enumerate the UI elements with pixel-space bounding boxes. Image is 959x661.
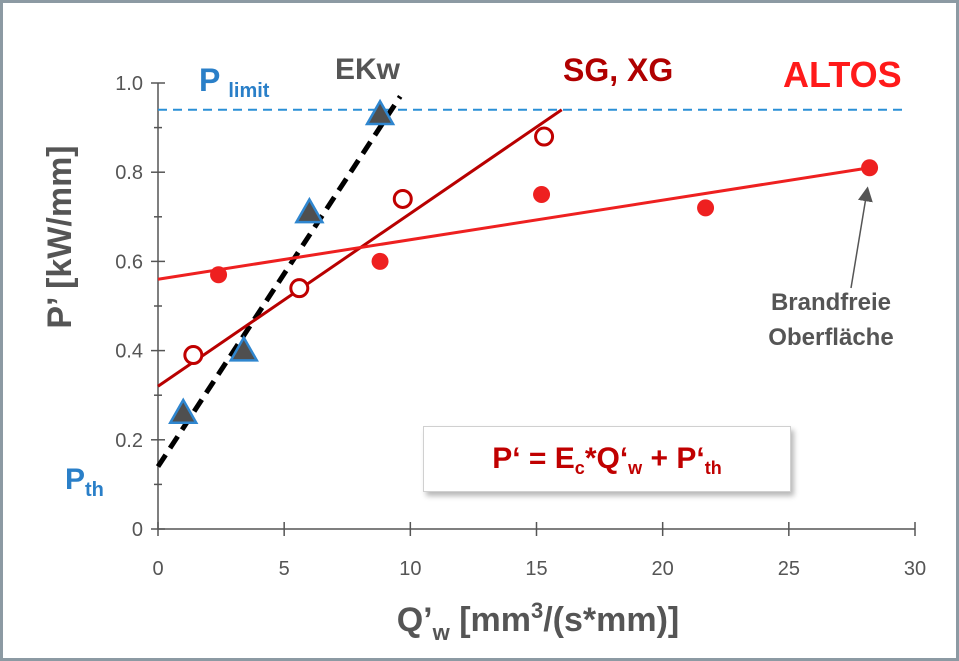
formula-mid: *Q‘ bbox=[584, 442, 629, 475]
x-tick-label-6: 30 bbox=[904, 558, 926, 580]
marker-2-1 bbox=[371, 252, 389, 270]
x-tick-label-4: 20 bbox=[652, 558, 674, 580]
annotation-brandfreie: Brandfreie bbox=[771, 289, 891, 316]
series-label-ekw: EKw bbox=[335, 53, 401, 86]
marker-1-2 bbox=[392, 188, 413, 209]
formula-plus: + P‘ bbox=[642, 442, 705, 475]
data-markers bbox=[168, 98, 879, 425]
x-tick-label-0: 0 bbox=[152, 558, 163, 580]
marker-1-3 bbox=[534, 126, 555, 147]
marker-2-3 bbox=[697, 199, 715, 217]
marker-0-0 bbox=[168, 397, 199, 425]
marker-1-0 bbox=[183, 345, 204, 366]
marker-0-1 bbox=[228, 335, 259, 362]
y-tick-label-0: 0 bbox=[132, 519, 143, 541]
series-label-altos: ALTOS bbox=[783, 54, 902, 95]
formula-sub-c: c bbox=[574, 458, 585, 478]
y-tick-label-3: 0.6 bbox=[115, 251, 143, 273]
x-tick-label-5: 25 bbox=[778, 558, 800, 580]
formula-p: P‘ = E bbox=[492, 442, 575, 475]
formula-sub-w: w bbox=[628, 458, 643, 478]
marker-1-1 bbox=[289, 278, 310, 299]
fit-line-2 bbox=[157, 166, 870, 281]
marker-2-4 bbox=[861, 159, 879, 177]
formula-sub-th: th bbox=[704, 458, 722, 478]
y-tick-label-2: 0.4 bbox=[115, 341, 143, 363]
marker-2-2 bbox=[533, 186, 551, 203]
marker-0-2 bbox=[294, 196, 325, 224]
p-th-label: Pth bbox=[65, 463, 104, 501]
tick-labels: 0 5 10 15 20 25 30 0 0.2 0.4 0.6 0.8 1.0 bbox=[115, 73, 926, 580]
y-axis-label: P’ [kW/mm] bbox=[41, 145, 79, 328]
marker-2-0 bbox=[210, 266, 228, 284]
x-tick-label-1: 5 bbox=[279, 558, 290, 580]
marker-0-3 bbox=[364, 98, 396, 126]
fit-lines bbox=[155, 95, 870, 468]
y-tick-label-5: 1.0 bbox=[115, 73, 143, 95]
series-label-sgxg: SG, XG bbox=[563, 52, 673, 88]
chart-svg: 0 5 10 15 20 25 30 0 0.2 0.4 0.6 0.8 1.0 Q’w [mm3/(s… bbox=[41, 52, 926, 645]
x-tick-label-2: 10 bbox=[399, 558, 421, 580]
y-tick-label-4: 0.8 bbox=[115, 162, 143, 184]
annotation-arrow bbox=[850, 186, 873, 289]
x-tick-label-3: 15 bbox=[525, 558, 547, 580]
axis-ticks bbox=[151, 82, 916, 536]
y-tick-label-1: 0.2 bbox=[115, 430, 143, 452]
formula-box: P‘ = Ec*Q‘w + P‘th bbox=[423, 426, 791, 492]
x-axis-label: Q’w [mm3/(s*mm)] bbox=[397, 598, 680, 645]
fit-line-0 bbox=[155, 95, 403, 468]
annotation-oberflaeche: Oberfläche bbox=[768, 324, 893, 351]
